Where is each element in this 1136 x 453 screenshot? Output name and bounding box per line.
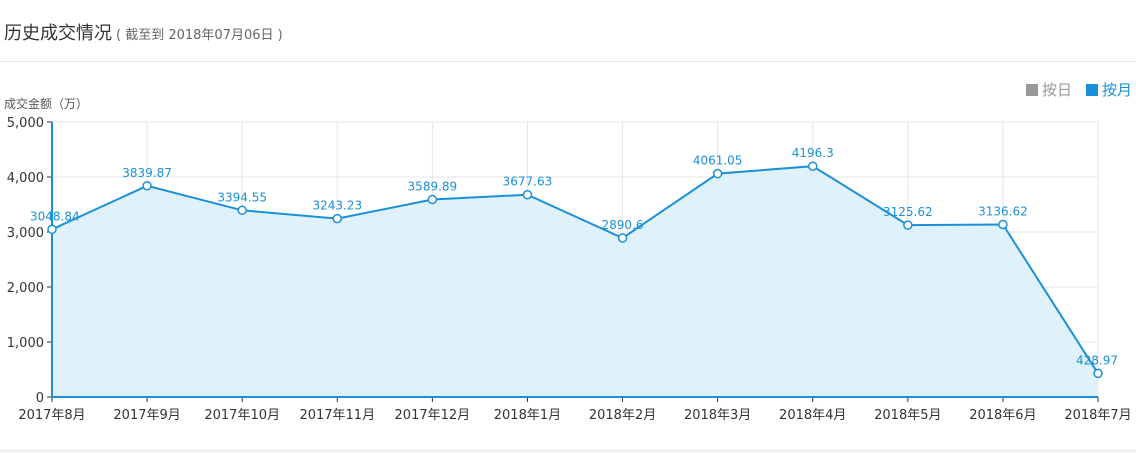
data-point (807, 161, 818, 171)
x-tick-label: 2017年12月 (395, 408, 471, 423)
x-tick-label: 2018年1月 (494, 408, 561, 423)
data-label: 3243.23 (312, 199, 362, 213)
x-tick-label: 2017年8月 (18, 408, 85, 423)
page-title: 历史成交情况 ( 截至到 2018年07月06日 ) (4, 19, 283, 45)
bottom-divider (0, 449, 1136, 453)
y-tick-label: 3,000 (7, 226, 44, 241)
x-tick-label: 2018年3月 (684, 408, 751, 423)
chart-legend: 按日 按月 (1025, 79, 1132, 100)
data-label: 3839.87 (122, 166, 172, 180)
data-point (237, 205, 247, 216)
data-point (1093, 368, 1103, 379)
x-tick-label: 2018年2月 (589, 408, 656, 423)
data-point (522, 189, 533, 200)
data-label: 3136.62 (978, 204, 1028, 218)
x-tick-label: 2018年4月 (779, 408, 846, 423)
y-tick-label: 0 (36, 391, 44, 406)
data-point (47, 224, 57, 235)
y-tick-label: 1,000 (7, 336, 44, 351)
x-tick-label: 2017年11月 (299, 408, 375, 423)
data-label: 3048.84 (30, 209, 80, 223)
legend-item-daily[interactable]: 按日 (1025, 79, 1072, 100)
data-point (142, 181, 152, 191)
data-point (903, 220, 913, 230)
legend-monthly-label: 按月 (1101, 81, 1132, 99)
x-tick-label: 2018年5月 (874, 408, 941, 423)
title-bar: 历史成交情况 ( 截至到 2018年07月06日 ) (0, 0, 1136, 62)
date-subtitle: ( 截至到 2018年07月06日 ) (116, 28, 283, 43)
daily-swatch-icon (1025, 83, 1038, 96)
y-tick-label: 5,000 (7, 116, 44, 131)
data-label: 3394.55 (217, 190, 267, 204)
title-text: 历史成交情况 (4, 23, 112, 44)
legend-daily-label: 按日 (1041, 81, 1072, 99)
data-point (427, 194, 438, 205)
data-point (617, 233, 628, 243)
y-axis-label: 成交金额（万） (4, 97, 89, 111)
data-point (332, 213, 343, 224)
legend-item-monthly[interactable]: 按月 (1085, 79, 1132, 100)
x-tick-label: 2017年10月 (204, 408, 280, 423)
y-tick-label: 2,000 (7, 281, 44, 296)
y-tick-label: 4,000 (7, 171, 44, 186)
data-label: 3677.63 (503, 175, 553, 189)
monthly-swatch-icon (1085, 83, 1098, 96)
x-tick-label: 2018年7月 (1064, 408, 1131, 423)
data-label: 4061.05 (693, 154, 743, 168)
x-tick-label: 2018年6月 (969, 408, 1036, 423)
series-area (52, 166, 1098, 397)
data-label: 428.97 (1076, 353, 1118, 367)
data-label: 3589.89 (408, 180, 458, 194)
data-label: 3125.62 (883, 205, 933, 219)
data-point (712, 168, 723, 179)
data-point (998, 219, 1008, 230)
series-line (51, 165, 1099, 374)
data-label: 4196.3 (792, 146, 834, 160)
x-tick-label: 2017年9月 (113, 408, 180, 423)
data-label: 2890.6 (602, 218, 644, 232)
